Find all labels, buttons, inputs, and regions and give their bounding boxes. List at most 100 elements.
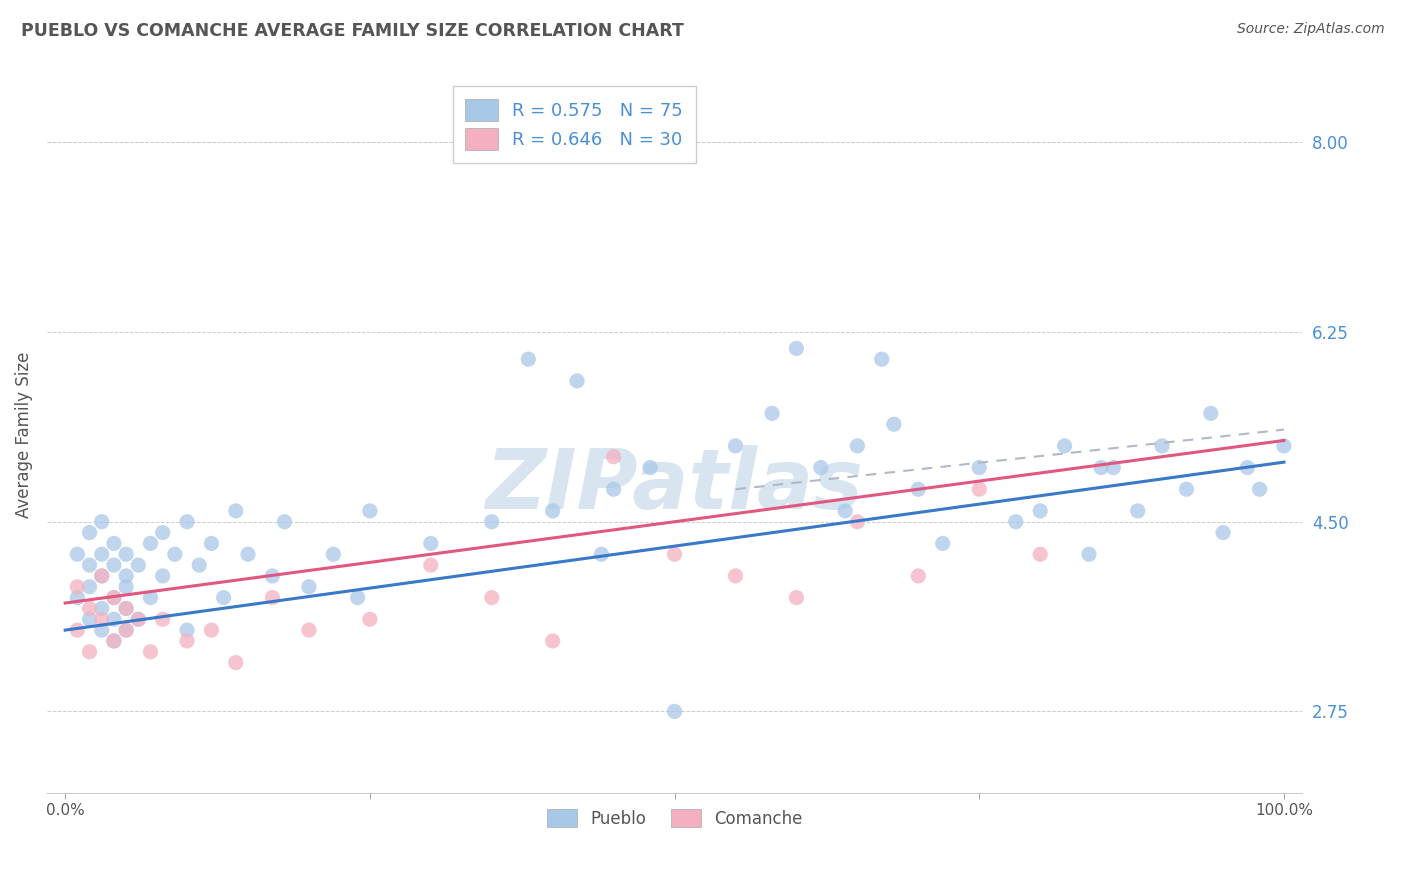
Point	[602, 482, 624, 496]
Point	[846, 439, 869, 453]
Point	[212, 591, 235, 605]
Point	[127, 558, 149, 573]
Point	[1249, 482, 1271, 496]
Point	[90, 601, 112, 615]
Point	[79, 645, 101, 659]
Point	[481, 591, 503, 605]
Point	[66, 591, 89, 605]
Point	[115, 623, 138, 637]
Point	[541, 504, 564, 518]
Point	[907, 482, 929, 496]
Point	[152, 569, 174, 583]
Point	[236, 547, 259, 561]
Point	[1272, 439, 1295, 453]
Point	[1175, 482, 1198, 496]
Point	[1077, 547, 1099, 561]
Point	[1029, 504, 1052, 518]
Point	[115, 601, 138, 615]
Point	[481, 515, 503, 529]
Point	[225, 504, 247, 518]
Point	[90, 569, 112, 583]
Point	[79, 558, 101, 573]
Point	[127, 612, 149, 626]
Point	[1102, 460, 1125, 475]
Point	[1212, 525, 1234, 540]
Point	[90, 515, 112, 529]
Point	[931, 536, 953, 550]
Point	[785, 342, 807, 356]
Y-axis label: Average Family Size: Average Family Size	[15, 351, 32, 518]
Point	[262, 591, 284, 605]
Point	[139, 645, 162, 659]
Point	[90, 623, 112, 637]
Point	[115, 547, 138, 561]
Point	[1199, 406, 1222, 420]
Point	[664, 705, 686, 719]
Point	[90, 612, 112, 626]
Point	[883, 417, 905, 432]
Text: Source: ZipAtlas.com: Source: ZipAtlas.com	[1237, 22, 1385, 37]
Point	[115, 580, 138, 594]
Point	[1152, 439, 1174, 453]
Point	[90, 547, 112, 561]
Point	[419, 536, 441, 550]
Point	[79, 601, 101, 615]
Point	[541, 634, 564, 648]
Point	[176, 623, 198, 637]
Point	[1090, 460, 1112, 475]
Point	[152, 525, 174, 540]
Point	[152, 612, 174, 626]
Point	[163, 547, 186, 561]
Point	[870, 352, 893, 367]
Point	[785, 591, 807, 605]
Point	[115, 623, 138, 637]
Point	[834, 504, 856, 518]
Point	[225, 656, 247, 670]
Point	[322, 547, 344, 561]
Point	[907, 569, 929, 583]
Point	[1053, 439, 1076, 453]
Point	[176, 515, 198, 529]
Point	[724, 569, 747, 583]
Point	[79, 525, 101, 540]
Point	[176, 634, 198, 648]
Point	[1029, 547, 1052, 561]
Point	[359, 504, 381, 518]
Point	[103, 612, 125, 626]
Point	[346, 591, 368, 605]
Point	[188, 558, 211, 573]
Point	[761, 406, 783, 420]
Point	[139, 536, 162, 550]
Point	[79, 580, 101, 594]
Point	[810, 460, 832, 475]
Point	[724, 439, 747, 453]
Point	[66, 547, 89, 561]
Point	[127, 612, 149, 626]
Point	[359, 612, 381, 626]
Point	[638, 460, 661, 475]
Point	[90, 569, 112, 583]
Point	[967, 482, 990, 496]
Point	[565, 374, 588, 388]
Point	[66, 580, 89, 594]
Point	[664, 547, 686, 561]
Point	[66, 623, 89, 637]
Point	[103, 558, 125, 573]
Point	[1004, 515, 1026, 529]
Text: PUEBLO VS COMANCHE AVERAGE FAMILY SIZE CORRELATION CHART: PUEBLO VS COMANCHE AVERAGE FAMILY SIZE C…	[21, 22, 683, 40]
Point	[139, 591, 162, 605]
Point	[262, 569, 284, 583]
Point	[79, 612, 101, 626]
Point	[103, 591, 125, 605]
Legend: Pueblo, Comanche: Pueblo, Comanche	[540, 803, 810, 834]
Text: ZIPatlas: ZIPatlas	[485, 444, 863, 525]
Point	[200, 623, 222, 637]
Point	[273, 515, 295, 529]
Point	[591, 547, 613, 561]
Point	[103, 591, 125, 605]
Point	[200, 536, 222, 550]
Point	[115, 569, 138, 583]
Point	[517, 352, 540, 367]
Point	[103, 634, 125, 648]
Point	[103, 634, 125, 648]
